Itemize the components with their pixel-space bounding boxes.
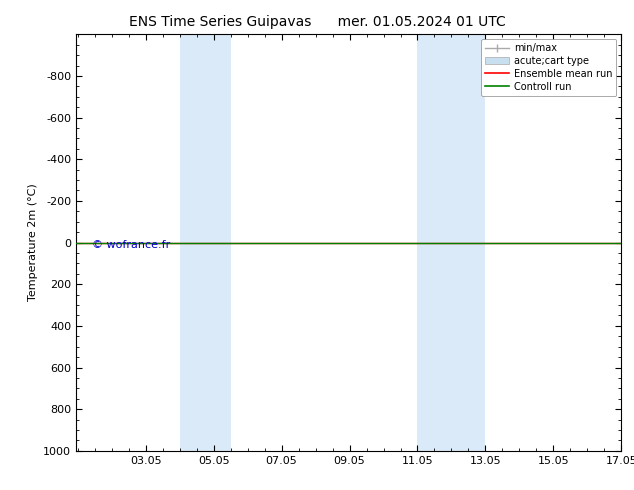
Legend: min/max, acute;cart type, Ensemble mean run, Controll run: min/max, acute;cart type, Ensemble mean … bbox=[481, 39, 616, 96]
Bar bbox=[418, 34, 486, 451]
Text: © wofrance.fr: © wofrance.fr bbox=[93, 241, 171, 250]
Bar bbox=[179, 34, 231, 451]
Text: ENS Time Series Guipavas      mer. 01.05.2024 01 UTC: ENS Time Series Guipavas mer. 01.05.2024… bbox=[129, 15, 505, 29]
Y-axis label: Temperature 2m (°C): Temperature 2m (°C) bbox=[28, 184, 37, 301]
